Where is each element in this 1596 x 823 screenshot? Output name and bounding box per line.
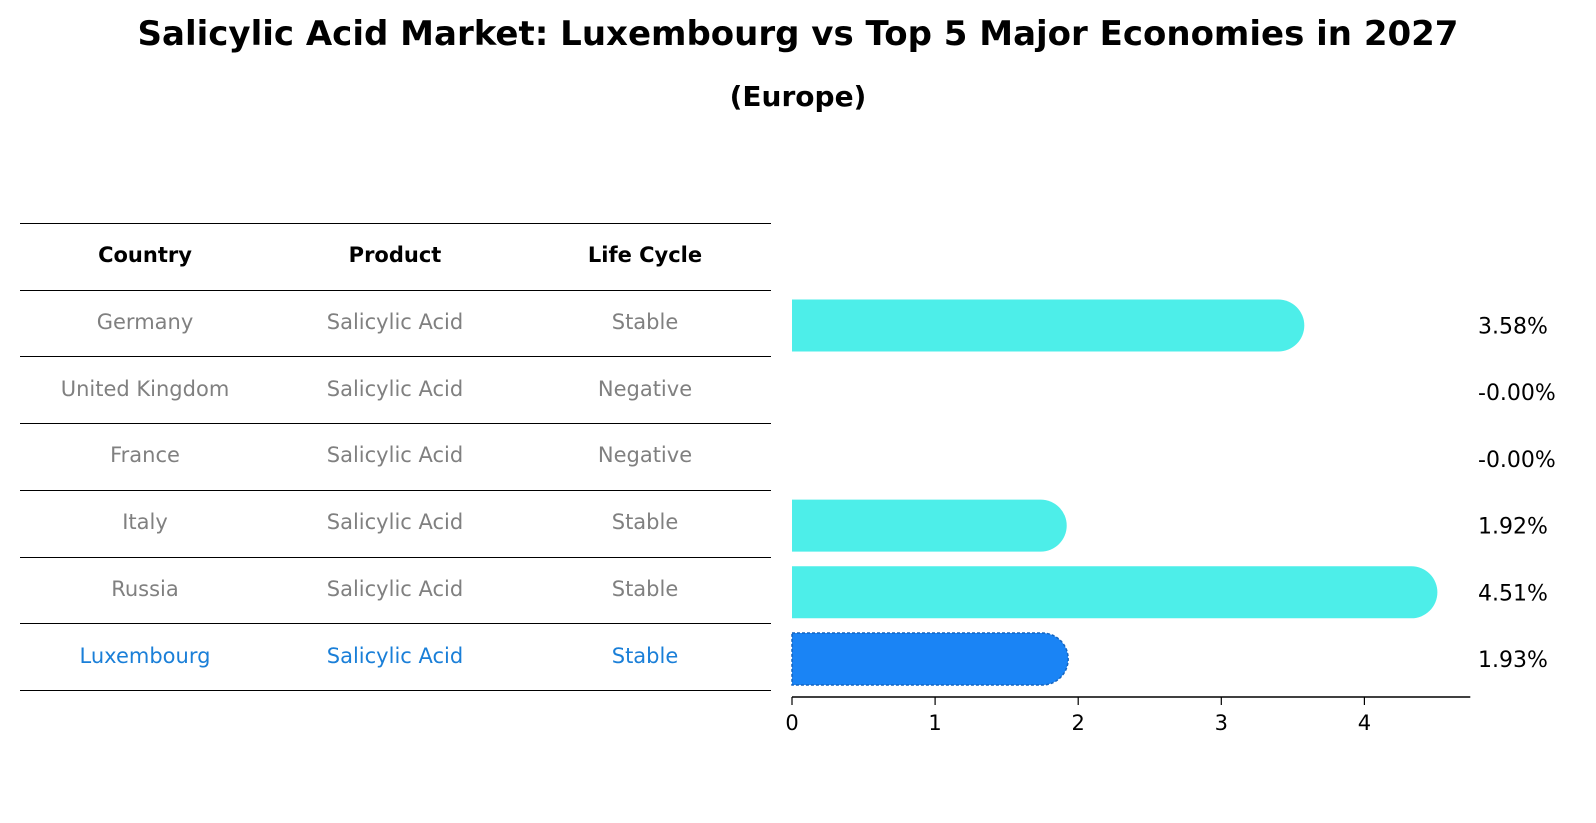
table-rule	[20, 356, 771, 358]
table-cell-life-cycle: Stable	[611, 643, 679, 668]
table-rule	[20, 623, 771, 625]
bar-luxembourg	[791, 632, 1069, 686]
table-cell-life-cycle: Negative	[597, 376, 693, 401]
table-cell-product: Salicylic Acid	[326, 510, 464, 535]
table-rule	[20, 556, 771, 558]
table-cell-product: Salicylic Acid	[326, 643, 464, 668]
x-tick-label: 2	[1072, 711, 1085, 735]
value-label: -0.00%	[1478, 448, 1556, 473]
table-cell-life-cycle: Stable	[611, 310, 679, 335]
table-rule	[20, 423, 771, 425]
chart-title: Salicylic Acid Market: Luxembourg vs Top…	[137, 14, 1459, 54]
value-label: -0.00%	[1478, 381, 1556, 406]
table-rule	[20, 289, 771, 291]
table-cell-country: France	[110, 443, 180, 468]
table-cell-country: Luxembourg	[79, 643, 211, 668]
table-cell-product: Salicylic Acid	[326, 376, 464, 401]
bar-germany	[792, 299, 1305, 352]
table-rule	[20, 223, 771, 224]
table-cell-life-cycle: Negative	[597, 443, 693, 468]
x-tick-label: 4	[1358, 711, 1371, 735]
table-header-country: Country	[98, 243, 192, 268]
x-tick-label: 0	[785, 711, 798, 735]
value-label: 1.92%	[1478, 515, 1548, 540]
table-cell-product: Salicylic Acid	[326, 310, 464, 335]
table-rule	[20, 689, 771, 691]
table-cell-country: United Kingdom	[60, 376, 230, 401]
value-label: 4.51%	[1478, 581, 1548, 606]
table-cell-product: Salicylic Acid	[326, 576, 464, 601]
bar-italy	[792, 499, 1067, 552]
x-tick-label: 3	[1215, 711, 1228, 735]
table-header-life-cycle: Life Cycle	[587, 243, 703, 268]
table-cell-life-cycle: Stable	[611, 510, 679, 535]
table-cell-product: Salicylic Acid	[326, 443, 464, 468]
table-cell-country: Russia	[111, 576, 179, 601]
table-cell-country: Italy	[122, 510, 168, 535]
bar-russia	[792, 566, 1438, 619]
x-tick-label: 1	[928, 711, 941, 735]
table-cell-country: Germany	[96, 310, 194, 335]
value-label: 3.58%	[1478, 315, 1548, 340]
value-label: 1.93%	[1478, 648, 1548, 673]
table-cell-life-cycle: Stable	[611, 576, 679, 601]
table-header-product: Product	[348, 243, 442, 268]
chart-subtitle: (Europe)	[729, 80, 867, 113]
table-rule	[20, 489, 771, 491]
